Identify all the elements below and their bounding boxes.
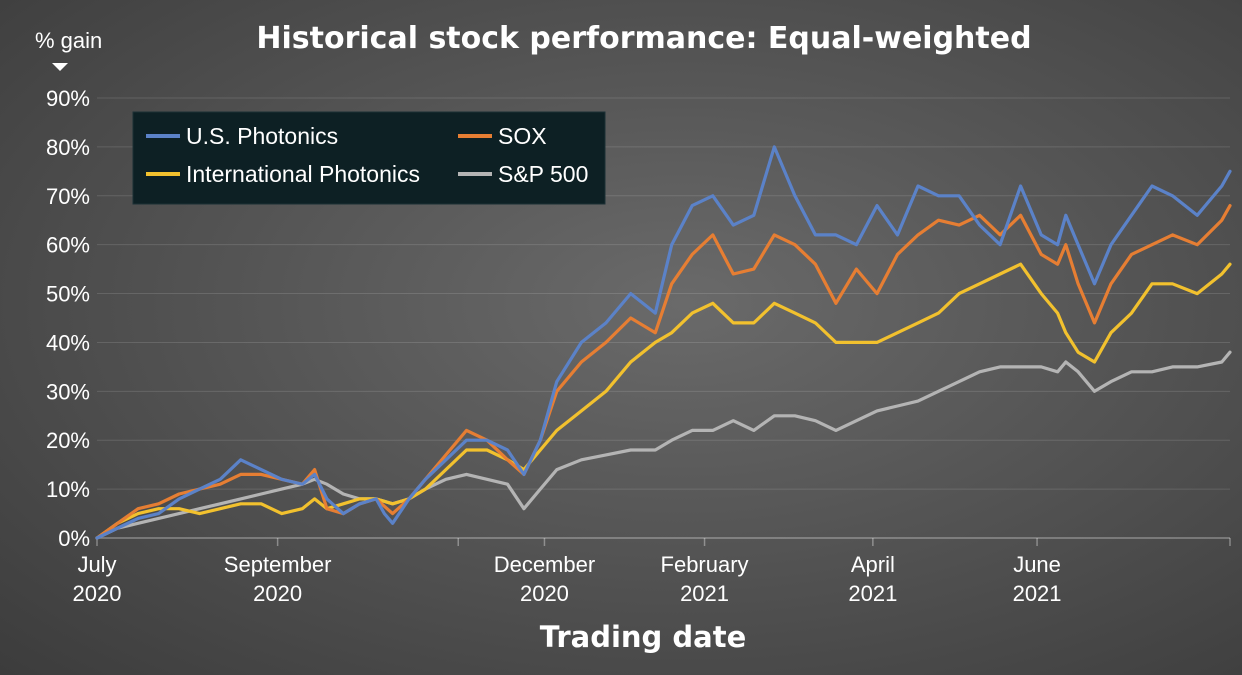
x-tick-month: December	[494, 552, 595, 577]
y-tick-label: 10%	[46, 477, 90, 502]
series-line-international-photonics	[95, 262, 1232, 540]
series-lines	[95, 145, 1232, 540]
x-tick-month: July	[77, 552, 116, 577]
x-tick-year: 2021	[1013, 581, 1062, 606]
y-axis-ticks: 0% 10% 20% 30% 40% 50% 60% 70% 80% 90%	[46, 86, 90, 551]
chart-title: Historical stock performance: Equal-weig…	[256, 21, 1031, 56]
legend-label-sp500: S&P 500	[498, 161, 588, 187]
x-tick-month: April	[851, 552, 895, 577]
x-tick-month: June	[1013, 552, 1061, 577]
legend-box	[132, 111, 606, 205]
legend: U.S. Photonics SOX International Photoni…	[132, 111, 606, 205]
y-tick-label: 40%	[46, 330, 90, 355]
x-tick-year: 2021	[848, 581, 897, 606]
legend-label-sox: SOX	[498, 123, 547, 149]
legend-label-us-photonics: U.S. Photonics	[186, 123, 338, 149]
y-tick-label: 50%	[46, 282, 90, 307]
x-tick-year: 2020	[253, 581, 302, 606]
y-tick-label: 70%	[46, 184, 90, 209]
x-tick-year: 2021	[680, 581, 729, 606]
y-tick-label: 90%	[46, 86, 90, 111]
y-axis-down-arrow-icon	[52, 63, 68, 71]
series-line-us-photonics	[95, 145, 1232, 540]
x-tick-month: February	[661, 552, 749, 577]
legend-label-international-photonics: International Photonics	[186, 161, 420, 187]
series-line-sp500	[95, 350, 1232, 540]
series-line-sox	[95, 204, 1232, 540]
y-tick-label: 80%	[46, 135, 90, 160]
y-tick-label: 0%	[58, 526, 90, 551]
y-axis-label: % gain	[35, 28, 102, 53]
y-tick-label: 30%	[46, 379, 90, 404]
x-tick-month: September	[224, 552, 332, 577]
x-tick-year: 2020	[520, 581, 569, 606]
y-tick-label: 60%	[46, 233, 90, 258]
x-tick-year: 2020	[73, 581, 122, 606]
x-axis-label: Trading date	[540, 620, 747, 654]
x-axis: July 2020 September 2020 December 2020 Februar…	[73, 537, 1231, 606]
y-tick-label: 20%	[46, 428, 90, 453]
